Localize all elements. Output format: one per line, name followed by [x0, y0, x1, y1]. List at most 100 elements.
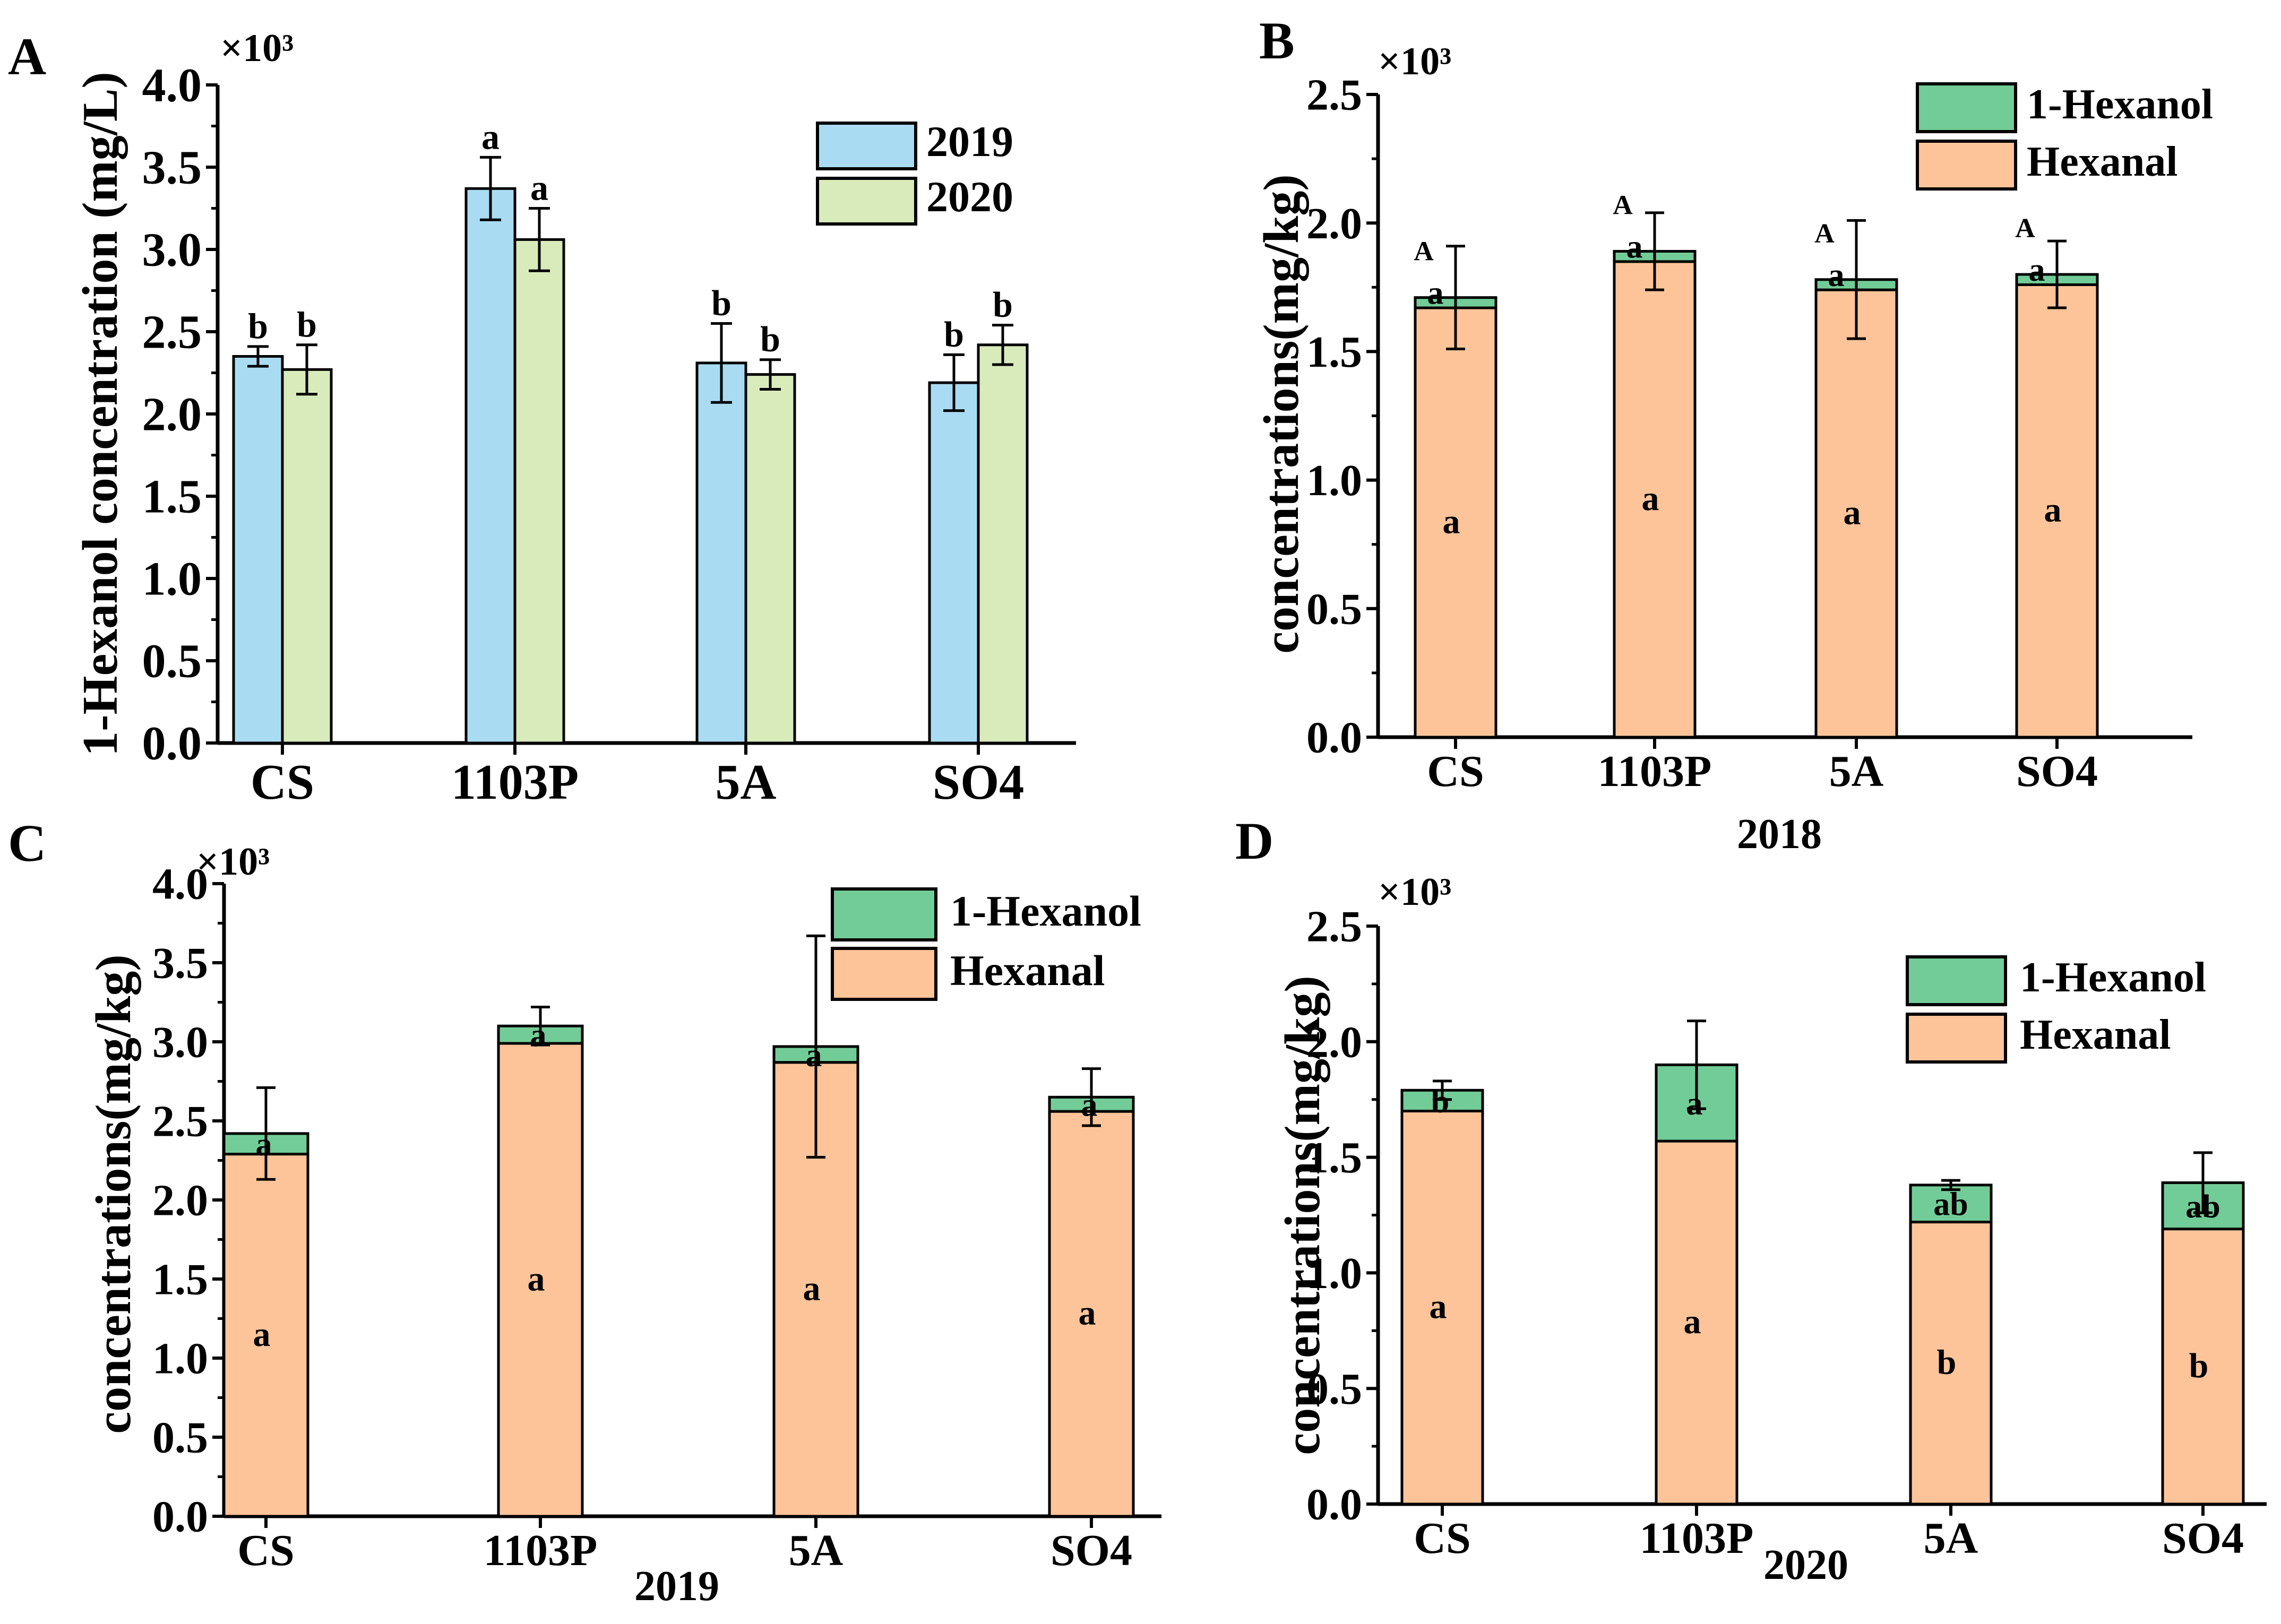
bar-hexanal-5A: [1814, 288, 1898, 739]
exponent-label: ×10³: [196, 840, 270, 884]
y-tick-label: 3.5: [142, 142, 202, 194]
legend-label: 1-Hexanol: [2020, 954, 2206, 1001]
hexanal-letter: a: [253, 1315, 271, 1354]
y-tick-label: 2.0: [152, 1176, 208, 1225]
bar-hexanal-1103P: [1655, 1139, 1738, 1506]
y-tick-label: 0.5: [1306, 584, 1362, 634]
y-tick-label: 1.5: [142, 471, 202, 523]
panel-label: B: [1259, 11, 1295, 70]
legend-swatch-1-Hexanol: [1906, 955, 2007, 1006]
y-tick-label: 1.5: [152, 1255, 208, 1305]
y-tick-label: 2.5: [1306, 902, 1362, 952]
bar-hexanal-SO4: [1048, 1110, 1135, 1518]
y-axis-title: concentrations(mg/kg): [86, 954, 141, 1433]
significance-letter: b: [760, 319, 780, 359]
significance-letter: b: [248, 306, 268, 346]
hexanal-letter: a: [528, 1259, 545, 1298]
hexanal-letter: a: [1430, 1288, 1447, 1326]
y-axis-title: 1-Hexanol concentration (mg/L): [73, 72, 128, 756]
y-tick-label: 2.5: [1306, 71, 1362, 120]
legend-label: Hexanal: [2027, 139, 2177, 185]
bar-hexanal-CS: [1400, 1109, 1484, 1506]
hexanol-letter: a: [1828, 257, 1845, 293]
hexanal-letter: b: [1937, 1343, 1957, 1381]
hexanol-letter: b: [1431, 1084, 1449, 1120]
bar-2019-CS: [232, 355, 284, 745]
bar-2019-SO4: [928, 381, 980, 745]
legend-swatch-Hexanal: [1916, 140, 2017, 191]
hexanol-letter: a: [530, 1018, 547, 1054]
x-tick-label: SO4: [2016, 747, 2098, 796]
total-letter: A: [1414, 237, 1434, 267]
bar-2020-1103P: [513, 238, 565, 745]
hexanal-letter: a: [803, 1269, 821, 1308]
hexanol-letter: a: [1686, 1086, 1703, 1122]
y-tick-label: 3.0: [142, 224, 202, 277]
y-tick-label: 1.0: [142, 553, 202, 606]
hexanal-letter: a: [1443, 503, 1460, 541]
y-tick-label: 2.5: [142, 306, 202, 359]
hexanal-letter: a: [1684, 1302, 1701, 1341]
legend-swatch-2019: [816, 122, 917, 170]
total-letter: A: [2015, 213, 2035, 244]
legend-label: 2019: [926, 117, 1013, 166]
x-tick-label: 1103P: [484, 1526, 598, 1575]
y-tick-label: 4.0: [152, 860, 208, 909]
y-tick-label: 3.5: [152, 939, 208, 988]
legend-swatch-Hexanal: [1906, 1013, 2007, 1064]
legend-label: 1-Hexanol: [2027, 81, 2213, 128]
x-tick-label: CS: [251, 755, 314, 810]
x-tick-label: 5A: [1829, 747, 1884, 796]
x-tick-label: 5A: [789, 1526, 843, 1575]
panel-a: 0.0 0.5 1.0 1.5 2.0 2.5 3.0 3.5 4.0 CS 1103P 5A SO4 ×…: [8, 27, 1076, 810]
y-tick-label: 1.0: [1306, 456, 1362, 505]
significance-letter: b: [993, 284, 1013, 325]
significance-letter: b: [711, 283, 731, 323]
x-tick-label: CS: [1414, 1514, 1470, 1563]
legend-label: Hexanal: [950, 946, 1105, 995]
y-tick-label: 2.0: [1306, 1017, 1362, 1067]
bar-2019-1103P: [464, 187, 517, 745]
x-tick-label: SO4: [933, 755, 1024, 810]
total-letter: A: [1814, 219, 1835, 249]
y-tick-label: 0.0: [1306, 713, 1362, 763]
y-tick-label: 0.5: [1306, 1364, 1362, 1414]
y-tick-label: 0.5: [152, 1413, 208, 1463]
bar-2020-CS: [281, 368, 333, 745]
x-tick-label: 5A: [716, 755, 777, 810]
legend-swatch-1-Hexanol: [1916, 82, 2017, 133]
hexanol-letter: a: [806, 1038, 822, 1074]
legend-label: 2020: [926, 172, 1013, 221]
x-tick-label: 5A: [1924, 1514, 1978, 1563]
bar-1-hexanol-5A: [1909, 1184, 1993, 1224]
hexanal-letter: a: [1079, 1294, 1096, 1333]
y-tick-label: 1.0: [152, 1334, 208, 1384]
significance-letter: a: [530, 168, 548, 208]
hexanol-letter: ab: [2185, 1189, 2220, 1225]
y-tick-label: 0.5: [142, 635, 202, 688]
x-tick-label: 1103P: [1598, 747, 1712, 796]
x-tick-label: 1103P: [1640, 1514, 1754, 1563]
significance-letter: a: [481, 116, 500, 157]
legend-label: 1-Hexanol: [950, 887, 1141, 935]
x-axis-title: 2020: [1763, 1542, 1848, 1588]
x-tick-label: CS: [237, 1526, 294, 1575]
hexanal-letter: a: [1642, 479, 1659, 518]
x-axis-title: 2018: [1737, 811, 1822, 858]
y-axis-title: concentrations(mg/kg): [1254, 174, 1309, 653]
y-tick-label: 2.0: [1306, 199, 1362, 248]
x-tick-label: CS: [1427, 747, 1484, 796]
hexanal-letter: a: [1844, 494, 1861, 532]
hexanol-letter: a: [256, 1127, 272, 1163]
bar-hexanal-1103P: [1613, 260, 1697, 739]
bar-2020-5A: [744, 373, 796, 745]
x-tick-label: SO4: [2162, 1514, 2244, 1563]
hexanol-letter: a: [2029, 252, 2045, 288]
bar-hexanal-SO4: [2015, 283, 2099, 739]
y-tick-label: 1.0: [1306, 1249, 1362, 1298]
y-tick-label: 2.5: [152, 1097, 208, 1146]
bar-hexanal-CS: [1414, 306, 1497, 739]
legend-swatch-2020: [816, 177, 917, 226]
x-tick-label: SO4: [1051, 1526, 1132, 1575]
